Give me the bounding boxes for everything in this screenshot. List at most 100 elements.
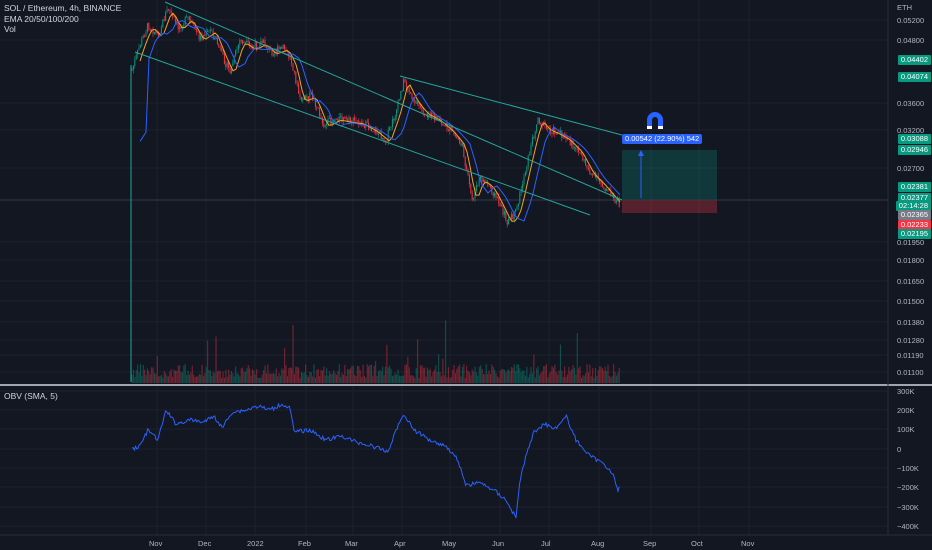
volume-bar [422,367,424,383]
volume-bar [258,377,260,383]
volume-bar [316,370,318,383]
candle-body [431,112,433,117]
volume-bar [146,368,148,383]
candle-body [391,118,393,128]
candle-body [606,189,608,192]
volume-bar [475,372,477,383]
volume-bar [377,371,379,383]
candle-body [499,204,501,207]
volume-bar [580,377,582,383]
candle-body [165,12,167,21]
candle-body [328,117,330,119]
channel-upper-trendline [164,1,623,201]
volume-bar [517,364,519,383]
volume-bar [369,364,371,383]
volume-bar [510,366,512,383]
candle-body [522,184,524,190]
candle-body [592,173,594,175]
volume-bar [599,366,601,383]
candle-body [370,128,372,132]
candle-body [376,129,378,135]
candle-body [132,65,134,70]
time-axis-label: 2022 [247,539,264,548]
candle-body [142,35,144,39]
volume-bar [607,364,609,383]
candle-body [247,40,249,43]
volume-bar [559,344,561,383]
volume-bar [387,367,389,383]
volume-bar [214,373,216,383]
obv-axis-label: −300K [897,503,919,512]
volume-bar [349,368,351,383]
candle-body [600,181,602,184]
candle-body [146,23,148,33]
volume-bar [337,371,339,383]
candle-body [253,46,255,49]
volume-bar [551,366,553,383]
candle-body [618,199,620,208]
time-axis-label: Nov [149,539,163,548]
volume-bar [291,367,293,383]
price-candles [131,5,620,228]
candle-body [419,105,421,107]
candle-body [573,147,575,149]
volume-bar [439,372,441,383]
candle-body [502,204,504,215]
volume-bar [362,364,364,383]
volume-bar [480,365,482,383]
time-axis-label: Apr [394,539,406,548]
volume-bar [272,373,274,383]
obv-indicator-label[interactable]: OBV (SMA, 5) [4,391,58,401]
volume-bar [536,368,538,383]
volume-indicator-label[interactable]: Vol [4,24,16,34]
volume-bar [141,375,143,383]
volume-bar [587,372,589,383]
candle-body [494,192,496,196]
candle-body [603,186,605,189]
candle-body [453,131,455,135]
volume-bar [324,375,326,383]
obv-axis-label: −100K [897,464,919,473]
ema-indicator-label[interactable]: EMA 20/50/100/200 [4,14,79,24]
candle-body [432,112,434,114]
candle-body [394,116,396,121]
magnet-icon[interactable] [647,112,663,129]
volume-bar [604,366,606,383]
volume-bar [513,364,515,383]
volume-bar [538,375,540,383]
candle-body [547,127,549,129]
price-axis-label: 0.05200 [897,16,925,25]
volume-bar [515,371,517,383]
volume-bar [274,373,276,383]
volume-bar [596,375,598,383]
volume-bar [459,364,461,383]
volume-bar [186,375,188,383]
volume-bar [235,366,237,383]
candle-body [355,120,357,122]
volume-bar [134,376,136,383]
candle-body [188,16,190,20]
candle-body [580,153,582,155]
volume-bar [281,368,283,383]
candle-body [575,147,577,150]
volume-bar [153,372,155,383]
candle-body [162,19,164,28]
price-axis-label: 0.02700 [897,164,925,173]
candle-body [286,51,288,53]
price-axis-label: 0.03600 [897,99,925,108]
candle-body [579,151,581,154]
candle-body [578,149,580,152]
candle-body [183,24,185,28]
volume-bar [165,373,167,383]
volume-bar [452,369,454,383]
volume-bar [447,367,449,383]
candle-body [534,131,536,139]
volume-bar [355,376,357,383]
symbol-title[interactable]: SOL / Ethereum, 4h, BINANCE [4,3,122,13]
volume-bar [173,369,175,383]
candle-body [590,173,592,175]
price-axis-label: 0.01500 [897,297,925,306]
candle-body [141,38,143,46]
candle-body [242,40,244,44]
